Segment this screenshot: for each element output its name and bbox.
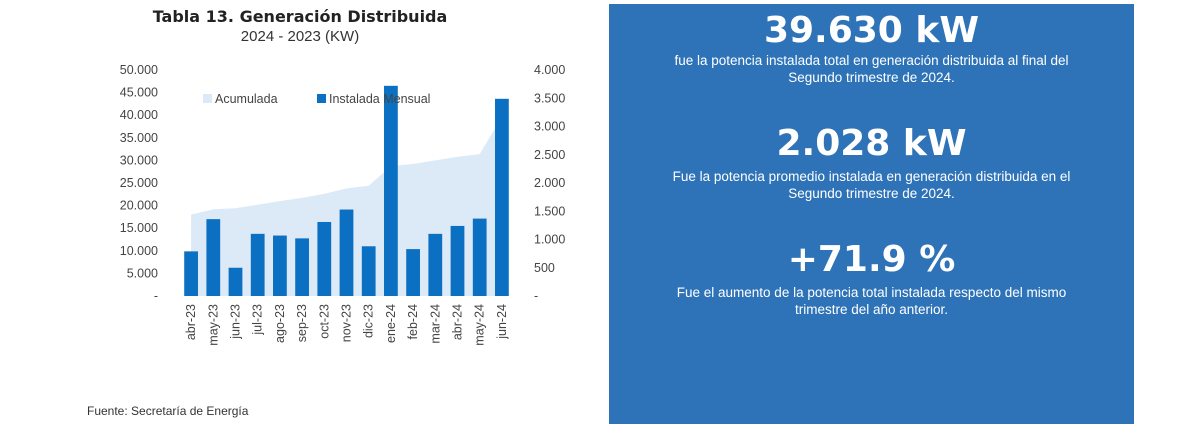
bar-jul-23 (250, 233, 265, 296)
bar-may-23 (206, 219, 221, 296)
bar-oct-23 (317, 221, 332, 296)
stat-growth-value: +71.9 % (787, 239, 956, 280)
y-left-tick-label: 20.000 (120, 199, 158, 213)
bar-dic-23 (361, 246, 376, 296)
stat-average-description: Fue la potencia promedio instalada en ge… (624, 168, 1119, 202)
y-left-tick-label: 45.000 (120, 86, 158, 100)
description-line: Fue la potencia promedio instalada en ge… (672, 169, 1071, 184)
bar-feb-24 (406, 249, 420, 296)
x-tick-label: ago-23 (273, 304, 287, 343)
y-right-tick-label: 1.500 (534, 204, 565, 218)
description-line: Segundo trimestre de 2024. (788, 70, 955, 85)
chart: - 5.000 10.000 15.000 20.000 25.000 30.000 35.0… (120, 63, 566, 346)
y-right-tick-label: 2.500 (534, 148, 565, 162)
x-tick-label: jun-24 (495, 304, 509, 340)
y-left-tick-label: 25.000 (120, 176, 158, 190)
y-right-tick-label: 3.500 (534, 91, 565, 105)
y-right-tick-label: - (534, 289, 538, 303)
x-tick-label: oct-23 (317, 304, 331, 339)
x-tick-label: dic-23 (362, 304, 376, 338)
bar-abr-24 (450, 225, 465, 296)
x-tick-label: may-23 (206, 304, 220, 346)
x-tick-label: may-24 (473, 304, 487, 346)
bar-sep-23 (295, 238, 309, 296)
x-tick-label: nov-23 (340, 304, 354, 342)
x-tick-label: feb-24 (406, 304, 420, 339)
y-left-tick-label: 30.000 (120, 153, 158, 167)
description-line: trimestre del año anterior. (794, 302, 949, 317)
chart-title: Tabla 13. Generación Distribuida (152, 7, 448, 26)
bar-abr-23 (184, 251, 198, 296)
description-line: Fue el aumento de la potencia total inst… (676, 285, 1067, 300)
stat-average-value: 2.028 kW (776, 123, 967, 164)
y-right-tick-label: 4.000 (534, 63, 565, 77)
description-line: Segundo trimestre de 2024. (788, 186, 955, 201)
y-left-tick-label: 10.000 (120, 244, 158, 258)
bar-mar-24 (428, 233, 443, 296)
x-tick-label: mar-24 (428, 304, 442, 344)
x-tick-label: sep-23 (295, 304, 309, 342)
y-left-tick-label: 35.000 (120, 131, 158, 145)
stat-growth-description: Fue el aumento de la potencia total inst… (624, 284, 1119, 318)
y-left-tick-label: 50.000 (120, 63, 158, 77)
chart-subtitle: 2024 - 2023 (KW) (240, 28, 360, 45)
y-right-tick-label: 1.000 (534, 233, 565, 247)
y-right-tick-label: 3.000 (534, 120, 565, 134)
y-left-tick-label: - (154, 289, 158, 303)
x-tick-label: abr-24 (451, 304, 465, 340)
x-tick-label: ene-24 (384, 304, 398, 343)
description-line: fue la potencia instalada total en gener… (674, 53, 1069, 68)
source-note: Fuente: Secretaría de Energía (87, 404, 249, 418)
y-left-tick-label: 40.000 (120, 108, 158, 122)
stat-total-value: 39.630 kW (763, 10, 980, 51)
bar-jun-23 (228, 267, 243, 296)
y-left-tick-label: 15.000 (120, 221, 158, 235)
stat-total-description: fue la potencia instalada total en gener… (624, 52, 1119, 86)
bar-nov-23 (339, 209, 354, 296)
x-tick-label: jul-23 (251, 304, 265, 336)
x-tick-label: abr-23 (184, 304, 198, 340)
bar-ene-24 (384, 85, 398, 296)
legend-swatch-instalada-mensual (317, 94, 326, 103)
legend-swatch-acumulada (203, 94, 212, 103)
legend-label-instalada-mensual: Instalada Mensual (329, 92, 430, 106)
bar-ago-23 (273, 235, 287, 296)
y-left-tick-label: 5.000 (127, 266, 158, 280)
stats-panel: 39.630 kW fue la potencia instalada tota… (609, 4, 1134, 424)
area-series-acumulada (191, 116, 502, 296)
y-right-tick-label: 2.000 (534, 176, 565, 190)
legend-label-acumulada: Acumulada (215, 92, 278, 106)
bar-jun-24 (495, 98, 509, 296)
y-right-tick-label: 500 (534, 261, 555, 275)
bar-may-24 (472, 218, 487, 296)
x-tick-label: jun-23 (229, 304, 243, 340)
